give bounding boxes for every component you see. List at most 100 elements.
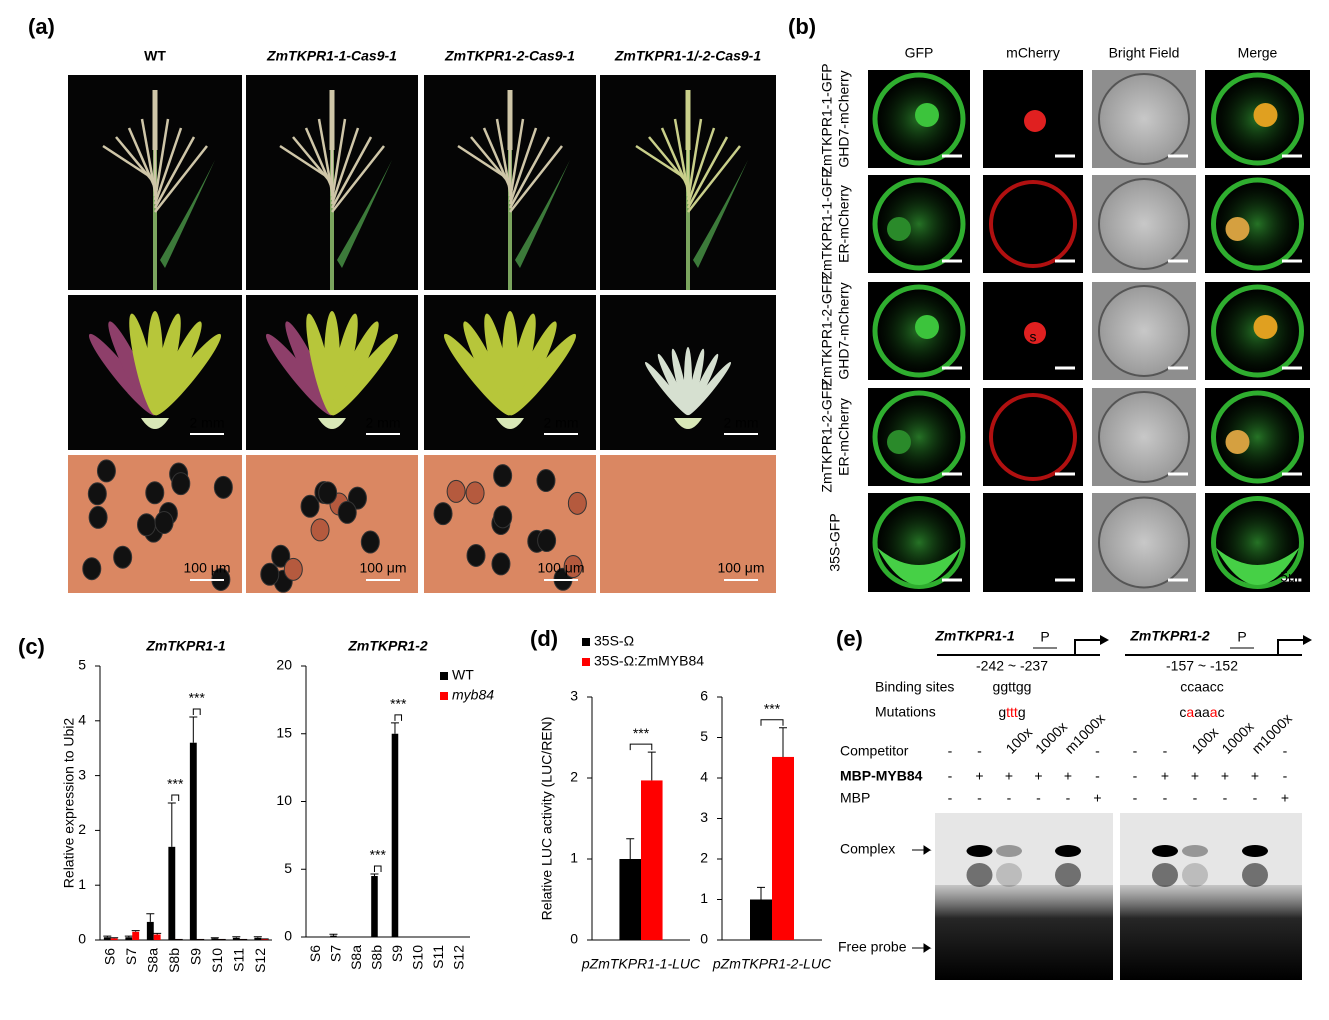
band-label: Free probe [838, 939, 907, 955]
tss-arrow [1277, 639, 1306, 655]
mutation-part: g [998, 704, 1006, 720]
y-tick-label: 3 [700, 809, 708, 825]
x-tick-label: S8a [144, 948, 160, 973]
branch [331, 145, 385, 213]
panel-label: (e) [836, 626, 863, 651]
pollen [213, 475, 233, 499]
compartment-label: Nucleus [1008, 95, 1059, 111]
branch [495, 118, 512, 193]
er [1225, 430, 1250, 454]
lane-label: - [1163, 790, 1168, 806]
x-tick-label: S10 [409, 945, 425, 970]
pollen [82, 557, 102, 581]
cell [1098, 285, 1190, 377]
column-header: Merge [1238, 45, 1278, 61]
lane-label: - [977, 790, 982, 806]
er [887, 217, 911, 241]
error-bar [189, 716, 198, 743]
lane-label: - [948, 790, 953, 806]
error-bar [779, 727, 787, 757]
y-tick-label: 6 [700, 688, 708, 704]
pollen [567, 491, 587, 515]
lane-label: m1000x [1061, 710, 1108, 757]
significance-label: *** [764, 700, 781, 716]
chart-title: ZmTKPR1-1 [145, 638, 226, 654]
band-label: Complex [840, 841, 895, 857]
x-tick-label: S12 [450, 945, 466, 970]
anther [507, 313, 536, 416]
legend-label: 35S-Ω [594, 633, 634, 649]
bar [772, 756, 794, 940]
lane-label: + [1034, 768, 1042, 784]
bar [371, 876, 378, 937]
mutation-part: c [1218, 704, 1225, 720]
nucleus [915, 103, 939, 127]
lane-label: + [1281, 790, 1289, 806]
gfp-crescent [1215, 547, 1300, 585]
lane-label: + [1251, 768, 1259, 784]
chart-title: ZmTKPR1-2 [347, 638, 428, 654]
branch [509, 145, 563, 213]
y-tick-label: 0 [78, 931, 86, 947]
er [989, 180, 1077, 268]
mutation-part: c [1179, 704, 1186, 720]
leaf [515, 160, 570, 268]
y-tick-label: 4 [700, 769, 708, 785]
branch [686, 127, 716, 205]
pollen [260, 562, 280, 586]
branch [686, 118, 703, 201]
error-bar [167, 802, 176, 847]
error-bar [153, 932, 162, 935]
leaf [693, 160, 748, 268]
compartment-label: Nucleu [1011, 307, 1055, 323]
x-tick-label: pZmTKPR1-1-LUC [581, 956, 701, 972]
cell [1211, 390, 1304, 484]
bar [391, 733, 399, 937]
branch [470, 136, 511, 185]
branch [154, 145, 208, 213]
er [887, 430, 911, 454]
anther [644, 362, 689, 416]
row-label: Binding sites [875, 679, 954, 695]
x-tick-label: pZmTKPR1-2-LUC [712, 956, 832, 972]
cell [1098, 73, 1190, 165]
row-label: ZmTKPR1-2-GFP [819, 381, 835, 492]
y-tick-label: 3 [78, 766, 86, 782]
bar [619, 859, 641, 940]
x-tick-label: S9 [389, 945, 405, 962]
y-tick-label: 5 [284, 860, 292, 876]
site-position: -157 ~ -152 [1166, 658, 1238, 674]
significance-label: *** [370, 847, 387, 863]
pollen [493, 464, 513, 488]
cell [1211, 177, 1304, 271]
anther [687, 348, 705, 416]
pollen [271, 544, 291, 568]
pollen [491, 552, 511, 576]
significance-label: *** [633, 725, 650, 741]
y-tick-label: 15 [276, 724, 292, 740]
y-tick-label: 10 [276, 792, 292, 808]
anther [509, 333, 577, 416]
mutation-part: ttt [1006, 704, 1018, 720]
lane-label: + [975, 768, 983, 784]
bar [330, 935, 337, 937]
free-probe [1120, 885, 1302, 980]
row-label: ER-mCherry [836, 398, 852, 476]
pollen [154, 510, 174, 534]
lane-label: - [1163, 743, 1168, 759]
branch [153, 136, 196, 209]
significance-bracket [373, 865, 382, 872]
lane-label: - [1095, 768, 1100, 784]
significance-bracket [394, 714, 403, 721]
bar [110, 938, 118, 940]
branch [330, 136, 373, 209]
bar [641, 780, 663, 940]
lane-label: - [1095, 743, 1100, 759]
pollen [283, 557, 303, 581]
micrograph [983, 493, 1083, 592]
row-label: ZmTKPR1-1-GFP [819, 63, 835, 174]
pollen [96, 459, 116, 483]
nucleus [1253, 315, 1278, 339]
error-bar [647, 751, 656, 781]
legend-swatch [582, 638, 590, 646]
